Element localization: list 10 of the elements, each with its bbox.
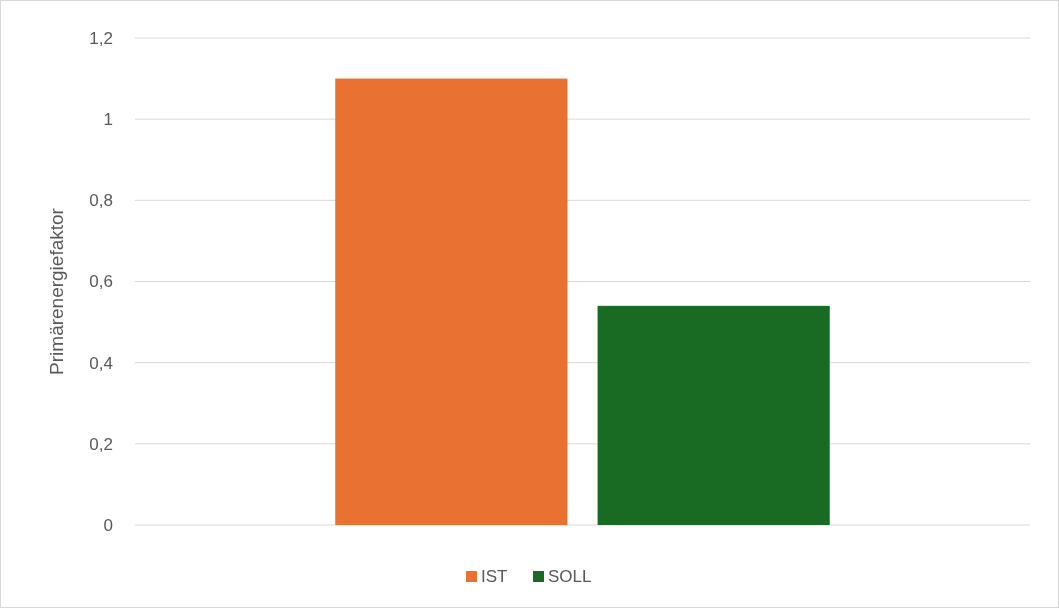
y-tick-label: 1: [103, 110, 113, 130]
y-tick-label: 0,2: [89, 434, 113, 454]
legend-label: SOLL: [548, 567, 592, 586]
y-tick-label: 1,2: [89, 28, 113, 48]
y-tick-label: 0,4: [89, 353, 113, 373]
y-tick-label: 0,6: [89, 272, 113, 292]
legend-label: IST: [481, 567, 508, 586]
y-axis-title: Primärenergiefaktor: [46, 207, 67, 375]
y-tick-label: 0: [103, 515, 113, 535]
y-tick-label: 0,8: [89, 191, 113, 211]
